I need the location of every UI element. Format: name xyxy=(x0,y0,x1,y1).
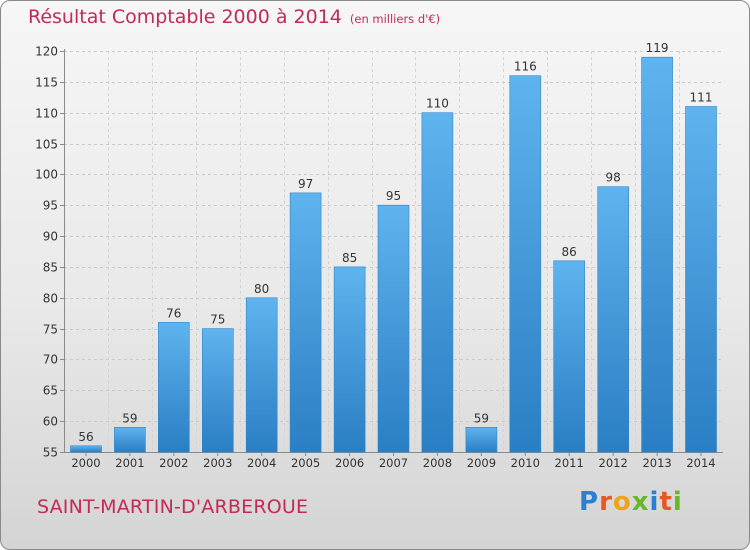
y-tick-label: 90 xyxy=(43,230,58,244)
y-tick-label: 60 xyxy=(43,415,58,429)
bar-2013 xyxy=(641,56,673,453)
data-label-2004: 80 xyxy=(254,282,269,296)
x-tick-label-2008: 2008 xyxy=(423,456,452,470)
logo-letter: o xyxy=(612,487,632,517)
bar-2003 xyxy=(202,328,234,453)
x-tick-label-2000: 2000 xyxy=(71,456,100,470)
x-tick-label-2009: 2009 xyxy=(467,456,496,470)
data-label-2010: 116 xyxy=(514,60,537,74)
y-tick-label: 65 xyxy=(43,384,58,398)
x-tick-label-2006: 2006 xyxy=(335,456,364,470)
x-tick-label-2011: 2011 xyxy=(555,456,584,470)
logo-letter: r xyxy=(599,487,613,517)
bar-2014 xyxy=(685,106,717,453)
x-tick-label-2013: 2013 xyxy=(642,456,671,470)
data-label-2014: 111 xyxy=(690,91,713,105)
logo-letter: i xyxy=(672,487,683,517)
logo-letter: i xyxy=(649,487,660,517)
y-tick-label: 100 xyxy=(35,168,58,182)
axes xyxy=(60,49,723,456)
chart-unit-label: (en milliers d'€) xyxy=(349,12,441,26)
bar-2001 xyxy=(114,426,146,453)
bar-2008 xyxy=(421,112,454,453)
y-tick-label: 105 xyxy=(35,138,58,152)
data-label-2001: 59 xyxy=(122,411,137,425)
bar-2011 xyxy=(553,260,586,453)
bar-2007 xyxy=(377,204,410,453)
y-tick-label: 120 xyxy=(35,45,58,59)
bar-2012 xyxy=(597,186,630,453)
y-tick-label: 95 xyxy=(43,199,58,213)
data-label-2007: 95 xyxy=(386,189,401,203)
x-tick-label-2004: 2004 xyxy=(247,456,276,470)
bar-2010 xyxy=(509,75,542,453)
bar-2006 xyxy=(333,266,366,453)
x-tick-label-2003: 2003 xyxy=(203,456,232,470)
data-label-2002: 76 xyxy=(166,306,181,320)
y-tick-label: 80 xyxy=(43,292,58,306)
data-label-2008: 110 xyxy=(426,97,449,111)
x-tick-label-2014: 2014 xyxy=(686,456,715,470)
x-tick-label-2005: 2005 xyxy=(291,456,320,470)
data-label-2013: 119 xyxy=(646,41,669,55)
y-tick-label: 115 xyxy=(35,76,58,90)
x-tick-label-2002: 2002 xyxy=(159,456,188,470)
bar-2000 xyxy=(70,445,102,453)
data-label-2011: 86 xyxy=(562,245,577,259)
bar-2005 xyxy=(289,192,322,453)
data-label-2012: 98 xyxy=(606,171,621,185)
x-tick-label-2001: 2001 xyxy=(115,456,144,470)
logo-letter: P xyxy=(579,487,600,517)
chart-title-text: Résultat Comptable 2000 à 2014 xyxy=(28,6,342,28)
bar-2002 xyxy=(158,322,190,453)
data-label-2003: 75 xyxy=(210,313,225,327)
y-tick-label: 55 xyxy=(43,446,58,460)
y-tick-label: 75 xyxy=(43,323,58,337)
data-label-2009: 59 xyxy=(474,411,489,425)
logo-letter: t xyxy=(659,487,673,517)
y-tick-label: 70 xyxy=(43,353,58,367)
x-tick-label-2007: 2007 xyxy=(379,456,408,470)
labels: 55 60 65 70 75 80 85 90 95 100 105 110 115 120 56 2000 5… xyxy=(35,41,716,470)
proxiti-logo: Proxiti xyxy=(579,487,683,517)
y-tick-label: 85 xyxy=(43,261,58,275)
chart-title: Résultat Comptable 2000 à 2014 (en millie… xyxy=(28,6,440,28)
data-label-2000: 56 xyxy=(78,430,93,444)
location-name: SAINT-MARTIN-D'ARBEROUE xyxy=(37,496,309,518)
logo-letter: x xyxy=(631,487,650,517)
data-label-2006: 85 xyxy=(342,251,357,265)
data-label-2005: 97 xyxy=(298,177,313,191)
bars xyxy=(70,56,717,453)
bar-2004 xyxy=(245,297,278,453)
y-tick-label: 110 xyxy=(35,107,58,121)
x-tick-label-2012: 2012 xyxy=(599,456,628,470)
x-tick-label-2010: 2010 xyxy=(511,456,540,470)
bar-2009 xyxy=(465,426,498,453)
